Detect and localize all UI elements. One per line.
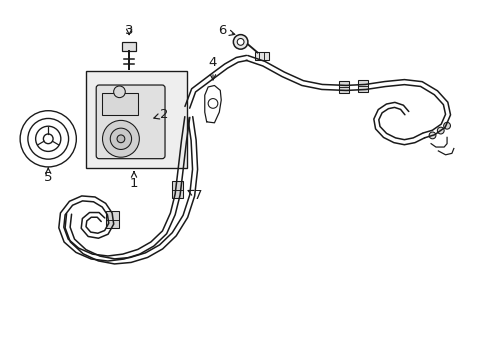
Bar <box>85 71 187 168</box>
Text: 1: 1 <box>129 172 138 190</box>
Bar <box>171 181 183 198</box>
Text: 5: 5 <box>44 168 52 184</box>
Bar <box>122 42 136 51</box>
Text: 7: 7 <box>188 189 203 202</box>
Bar <box>338 81 348 93</box>
Circle shape <box>436 127 443 134</box>
Text: 3: 3 <box>124 24 133 37</box>
Circle shape <box>113 86 125 98</box>
FancyBboxPatch shape <box>96 85 164 159</box>
Circle shape <box>233 35 247 49</box>
Text: 6: 6 <box>218 24 234 37</box>
Circle shape <box>110 128 131 149</box>
Text: 4: 4 <box>208 56 217 80</box>
Circle shape <box>208 99 217 108</box>
Circle shape <box>102 120 139 157</box>
Bar <box>358 80 367 92</box>
Circle shape <box>428 132 435 139</box>
Circle shape <box>117 135 124 143</box>
Bar <box>106 211 119 229</box>
Circle shape <box>237 39 244 45</box>
Bar <box>255 51 268 60</box>
Circle shape <box>443 122 449 129</box>
Bar <box>102 93 138 114</box>
Text: 2: 2 <box>154 108 168 121</box>
